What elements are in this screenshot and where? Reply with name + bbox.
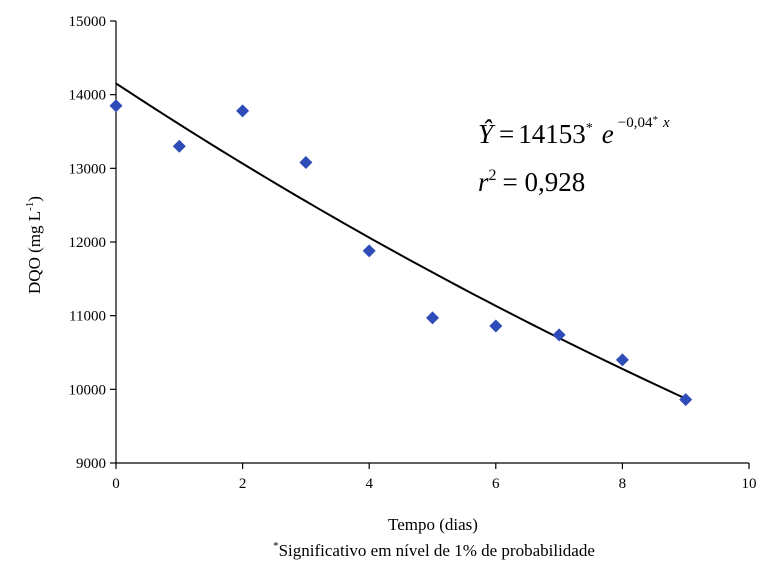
x-tick-label: 8 — [619, 476, 627, 492]
data-point — [489, 319, 503, 333]
y-tick-label: 15000 — [69, 14, 107, 30]
x-tick-label: 6 — [492, 476, 500, 492]
y-tick-label: 14000 — [69, 88, 107, 104]
y-tick-label: 12000 — [69, 235, 107, 251]
data-point — [552, 328, 566, 342]
data-point — [362, 244, 376, 258]
footnote: *Significativo em nível de 1% de probabi… — [273, 540, 595, 560]
x-tick-label: 2 — [239, 476, 247, 492]
data-point — [109, 99, 123, 113]
data-point — [615, 353, 629, 367]
y-tick-label: 11000 — [69, 309, 106, 325]
data-point — [172, 139, 186, 153]
x-axis-label: Tempo (dias) — [388, 515, 478, 534]
axis-ticks: 9000 10000 11000 12000 13000 14000 15000 0 2 4 6 8 1… — [69, 14, 757, 492]
y-tick-label: 13000 — [69, 161, 107, 177]
data-point — [236, 104, 250, 118]
equation-line-2: r2 = 0,928 — [478, 167, 585, 197]
x-tick-label: 10 — [742, 476, 757, 492]
fit-curve — [115, 82, 687, 400]
data-point — [426, 311, 439, 325]
equation-line-1: Ŷ = 14153* e −0,04* x — [478, 114, 670, 149]
data-point — [679, 393, 693, 407]
y-tick-label: 10000 — [69, 382, 107, 398]
x-tick-label: 0 — [112, 476, 120, 492]
regression-equation: Ŷ = 14153* e −0,04* x r2 = 0,928 — [478, 114, 670, 197]
y-tick-label: 9000 — [76, 456, 106, 472]
data-point — [299, 155, 313, 169]
y-axis-label: DQO (mg L-1) — [24, 196, 44, 294]
plot-area — [115, 21, 749, 464]
data-series — [109, 82, 693, 407]
x-tick-label: 4 — [365, 476, 373, 492]
